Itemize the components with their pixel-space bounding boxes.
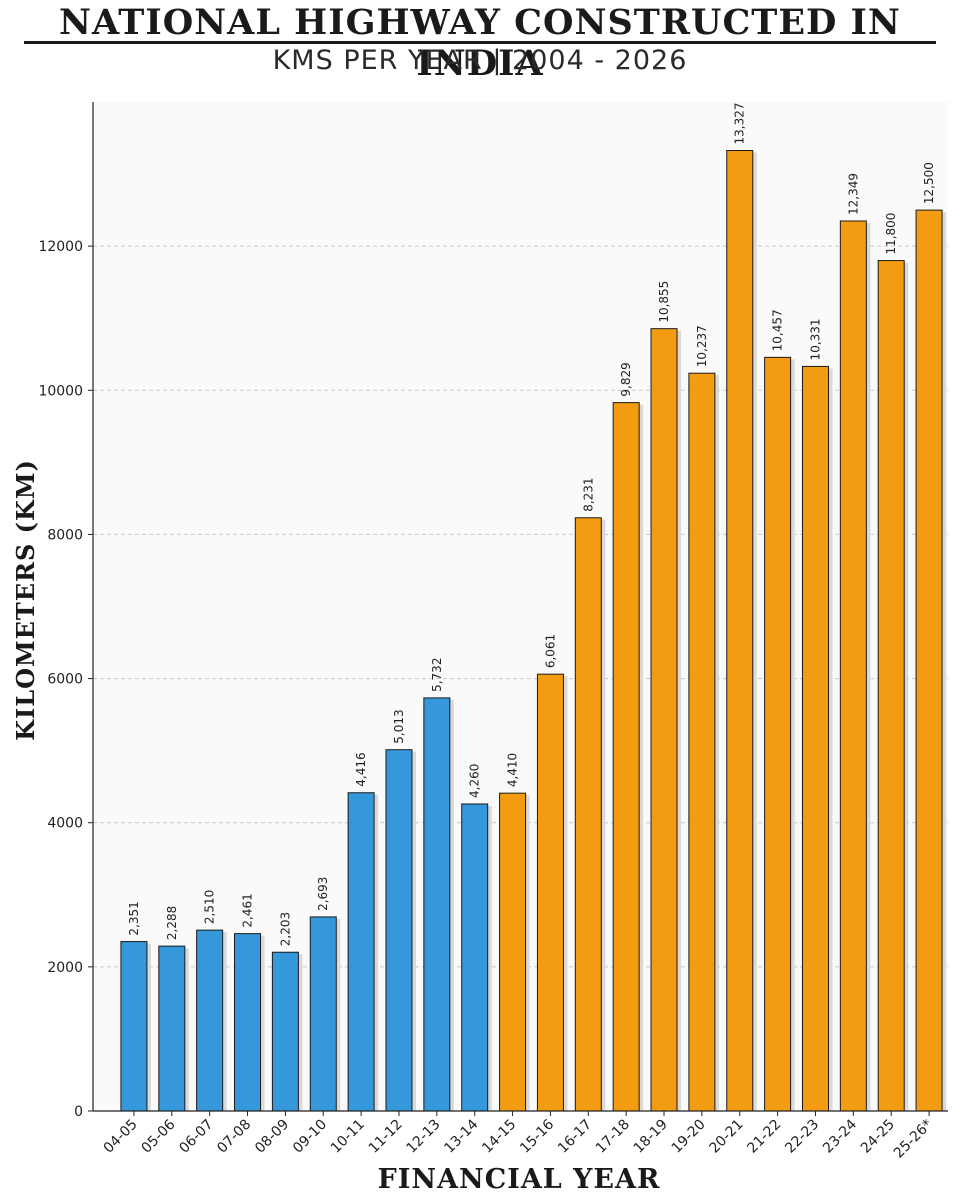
bar-20-21 (726, 150, 754, 1112)
value-label-10-11: 4,416 (354, 752, 368, 786)
bar-21-22 (764, 356, 792, 1112)
value-label-08-09: 2,203 (278, 912, 292, 946)
bar-22-23 (801, 365, 829, 1112)
value-label-04-05: 2,351 (127, 901, 141, 935)
chart-subtitle: KMS PER YEAR | 2004 - 2026 (272, 45, 688, 76)
x-tick-label-18-19: 18-19 (631, 1117, 671, 1157)
x-tick-label-16-17: 16-17 (555, 1117, 595, 1157)
y-axis-label: KILOMETERS (KM) (11, 459, 40, 741)
bar-14-15 (499, 792, 527, 1112)
bar-18-19 (650, 328, 678, 1112)
value-label-17-18: 9,829 (619, 362, 633, 396)
title-underline (24, 41, 936, 44)
value-label-12-13: 5,732 (430, 658, 444, 692)
x-tick-label-22-23: 22-23 (782, 1117, 822, 1157)
x-tick-label-23-24: 23-24 (820, 1116, 860, 1156)
y-tick-label-6000: 6000 (47, 672, 83, 688)
bar-17-18 (612, 402, 640, 1112)
bar-11-12 (385, 749, 413, 1112)
x-tick-label-08-09: 08-09 (252, 1117, 292, 1157)
value-labels: 2,351 2,288 2,510 2,461 2,203 2,693 4,416 5,013… (127, 103, 936, 947)
x-tick-label-05-06: 05-06 (139, 1116, 179, 1156)
value-label-16-17: 8,231 (581, 477, 595, 511)
y-tick-label-2000: 2000 (47, 960, 83, 976)
value-label-24-25: 11,800 (884, 213, 898, 255)
bar-08-09 (271, 951, 299, 1112)
bar-15-16 (536, 673, 564, 1112)
x-tick-label-11-12: 11-12 (366, 1117, 406, 1157)
bar-10-11 (347, 792, 375, 1112)
value-label-15-16: 6,061 (543, 634, 557, 668)
value-label-11-12: 5,013 (392, 709, 406, 743)
bar-25-26* (915, 209, 943, 1112)
value-label-25-26*: 12,500 (922, 162, 936, 204)
x-tick-label-20-21: 20-21 (706, 1117, 746, 1157)
value-label-18-19: 10,855 (657, 281, 671, 323)
value-label-09-10: 2,693 (316, 877, 330, 911)
x-tick-label-25-26*: 25-26* (891, 1117, 936, 1162)
value-label-07-08: 2,461 (241, 893, 255, 927)
value-label-23-24: 12,349 (846, 173, 860, 215)
value-label-06-07: 2,510 (203, 890, 217, 924)
x-tick-label-13-14: 13-14 (441, 1116, 481, 1156)
x-tick-label-21-22: 21-22 (744, 1117, 784, 1157)
value-label-21-22: 10,457 (771, 309, 785, 351)
x-tick-label-14-15: 14-15 (479, 1117, 519, 1157)
bar-09-10 (309, 916, 337, 1112)
bar-12-13 (423, 697, 451, 1112)
bar-19-20 (688, 372, 716, 1112)
x-tick-label-12-13: 12-13 (404, 1117, 444, 1157)
chart-title: NATIONAL HIGHWAY CONSTRUCTED IN INDIA (59, 2, 901, 84)
x-axis-label: FINANCIAL YEAR (378, 1164, 661, 1195)
bar-05-06 (158, 945, 186, 1112)
y-tick-label-0: 0 (74, 1104, 83, 1120)
x-tick-label-15-16: 15-16 (517, 1116, 557, 1156)
y-tick-label-8000: 8000 (47, 527, 83, 543)
x-tick-label-07-08: 07-08 (214, 1117, 254, 1157)
bar-13-14 (461, 803, 489, 1112)
x-tick-label-19-20: 19-20 (669, 1117, 709, 1157)
value-label-19-20: 10,237 (695, 325, 709, 367)
x-tick-label-17-18: 17-18 (593, 1117, 633, 1157)
bar-16-17 (574, 517, 602, 1112)
bar-04-05 (120, 941, 148, 1112)
x-tick-label-06-07: 06-07 (176, 1117, 216, 1157)
x-tick-label-10-11: 10-11 (328, 1117, 368, 1157)
value-label-20-21: 13,327 (733, 103, 747, 145)
y-tick-label-12000: 12000 (38, 239, 83, 255)
value-label-22-23: 10,331 (808, 318, 822, 360)
bar-06-07 (196, 929, 224, 1112)
bar-07-08 (234, 933, 262, 1112)
y-tick-label-4000: 4000 (47, 816, 83, 832)
bar-23-24 (839, 220, 867, 1112)
value-label-14-15: 4,410 (506, 753, 520, 787)
x-tick-label-09-10: 09-10 (290, 1117, 330, 1157)
bar-24-25 (877, 260, 905, 1112)
value-label-13-14: 4,260 (468, 764, 482, 798)
value-label-05-06: 2,288 (165, 906, 179, 940)
bars (120, 150, 947, 1112)
y-tick-label-10000: 10000 (38, 383, 83, 399)
x-tick-label-04-05: 04-05 (101, 1117, 141, 1157)
